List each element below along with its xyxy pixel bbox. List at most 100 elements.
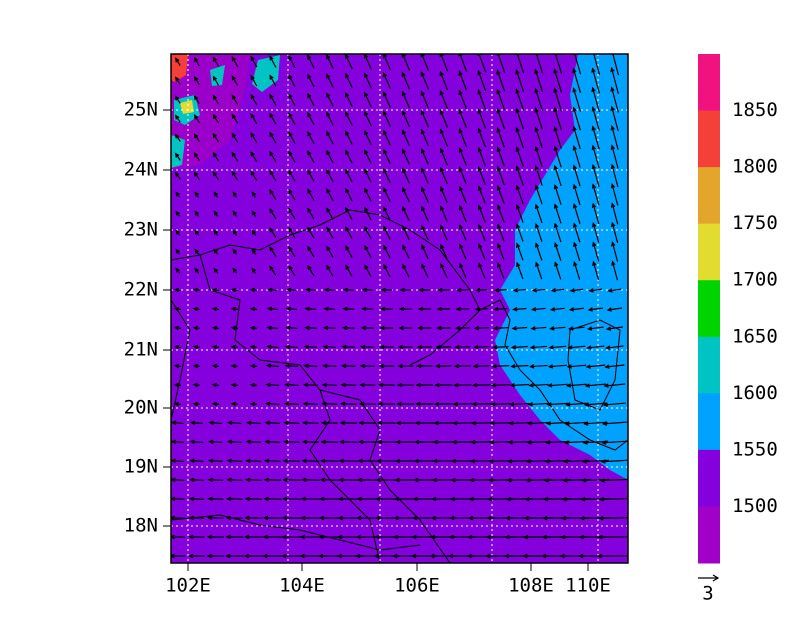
- wind-vector: [397, 363, 414, 369]
- wind-vector: [283, 401, 299, 407]
- wind-vector: [326, 149, 334, 164]
- wind-vector: [171, 553, 186, 559]
- reference-label: 3: [702, 583, 713, 605]
- colorbar-label: 1500: [732, 495, 778, 517]
- field-patch: [171, 54, 188, 82]
- wind-vector: [591, 202, 600, 225]
- wind-vector: [440, 243, 448, 260]
- wind-vector: [212, 170, 220, 181]
- wind-vector: [564, 421, 589, 426]
- wind-vector: [364, 206, 372, 221]
- wind-vector: [364, 149, 372, 164]
- wind-vector: [188, 534, 205, 540]
- wind-vector: [288, 207, 296, 220]
- wind-vector: [592, 241, 600, 262]
- wind-vector: [361, 306, 374, 312]
- wind-vector: [359, 382, 376, 388]
- wind-vector: [171, 420, 184, 426]
- wind-vector: [251, 248, 257, 255]
- wind-vector: [250, 55, 258, 68]
- wind-vector: [194, 229, 200, 236]
- reference-arrow-head: [712, 574, 720, 582]
- wind-vector: [550, 288, 565, 293]
- wind-vector: [439, 186, 448, 203]
- wind-vector: [420, 109, 430, 128]
- wind-vector: [230, 344, 239, 350]
- wind-vectors: [171, 54, 628, 559]
- wind-vector: [394, 458, 416, 464]
- wind-vector: [262, 553, 283, 559]
- wind-vector: [401, 109, 410, 128]
- wind-vector: [326, 73, 334, 88]
- wind-vector: [307, 226, 315, 239]
- wind-vector: [573, 260, 581, 280]
- wind-vector: [244, 477, 262, 483]
- wind-vector: [175, 76, 181, 85]
- lon-label: 102E: [165, 575, 211, 597]
- wind-vector: [515, 126, 524, 149]
- wind-vector: [458, 128, 467, 147]
- wind-vector: [283, 420, 300, 426]
- wind-vector: [192, 306, 201, 312]
- wind-vector: [591, 67, 601, 94]
- wind-vector: [516, 242, 524, 261]
- wind-vector: [458, 147, 467, 166]
- wind-vector: [417, 306, 431, 312]
- field-patch: [171, 54, 250, 170]
- wind-vector: [611, 241, 619, 262]
- wind-vector: [175, 210, 181, 217]
- wind-vector: [515, 107, 525, 130]
- wind-vector: [402, 225, 410, 240]
- wind-vector: [453, 382, 472, 388]
- wind-vector: [262, 534, 283, 540]
- wind-vector: [436, 306, 451, 312]
- wind-vector: [459, 224, 467, 241]
- wind-vector: [610, 182, 619, 206]
- wind-vector: [288, 93, 296, 106]
- wind-vector: [604, 345, 624, 350]
- wind-vector: [421, 186, 429, 203]
- wind-vector: [288, 54, 296, 69]
- wind-vector: [212, 151, 220, 162]
- wind-vector: [250, 170, 258, 181]
- lon-label: 108E: [508, 575, 554, 597]
- field-patch: [171, 135, 185, 168]
- wind-vector: [471, 382, 491, 388]
- wind-vector: [591, 105, 600, 131]
- wind-vector: [402, 244, 410, 259]
- wind-vector: [345, 72, 353, 89]
- wind-vector: [474, 306, 489, 312]
- wind-vector: [231, 170, 239, 181]
- colorbar-label: 1700: [732, 269, 778, 291]
- wind-vector: [288, 112, 296, 125]
- wind-vector: [322, 344, 337, 350]
- wind-vector: [588, 288, 603, 293]
- wind-vector: [188, 496, 204, 502]
- wind-vector: [345, 168, 353, 183]
- wind-vector: [377, 401, 396, 407]
- wind-vector: [511, 326, 528, 331]
- wind-vector: [566, 364, 587, 369]
- wind-vector: [345, 264, 353, 277]
- wind-vector: [188, 477, 204, 483]
- wind-vector: [553, 87, 563, 112]
- wind-vector: [192, 382, 201, 388]
- wind-vector: [416, 363, 433, 369]
- wind-vector: [383, 244, 391, 259]
- wind-vector: [606, 307, 623, 312]
- wind-vector: [245, 458, 262, 464]
- wind-vector: [398, 325, 413, 331]
- wind-vector: [420, 128, 429, 147]
- wind-vector: [194, 248, 200, 255]
- wind-vector: [508, 421, 531, 426]
- wind-vector: [490, 401, 511, 407]
- wind-vector: [345, 245, 353, 258]
- wind-vector: [401, 90, 411, 109]
- wind-vector: [263, 458, 281, 464]
- colorbar: 1850 1800 1750 1700 1650 1600 1550 1500: [698, 54, 778, 564]
- wind-vector: [572, 125, 581, 150]
- wind-vector: [432, 439, 454, 445]
- wind-vector: [194, 267, 200, 274]
- wind-vector: [269, 246, 277, 257]
- wind-vector: [600, 459, 628, 464]
